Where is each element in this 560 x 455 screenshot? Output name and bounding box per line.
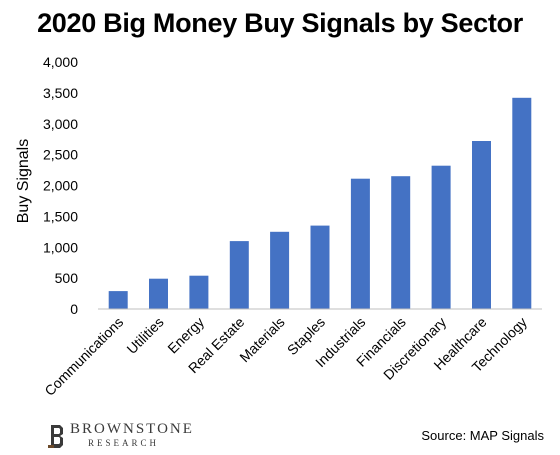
- y-tick-label: 500: [55, 270, 79, 286]
- bar-staples: [310, 225, 330, 309]
- bar-communications: [108, 291, 128, 309]
- logo-mark-icon: [48, 425, 63, 448]
- y-tick-label: 3,500: [43, 85, 78, 101]
- bar-technology: [512, 97, 532, 309]
- bar-discretionary: [431, 165, 451, 309]
- bars: [108, 97, 532, 309]
- x-tick-label: Materials: [236, 314, 287, 365]
- y-tick-label: 4,000: [43, 54, 78, 70]
- bar-energy: [189, 275, 209, 309]
- bar-utilities: [149, 278, 168, 309]
- bar-industrials: [350, 178, 370, 309]
- bar-chart: 05001,0001,5002,0002,5003,0003,5004,000 …: [15, 54, 542, 399]
- y-tick-label: 2,500: [43, 147, 78, 163]
- y-tick-label: 1,000: [43, 239, 78, 255]
- y-tick-label: 2,000: [43, 178, 78, 194]
- bar-financials: [391, 176, 411, 309]
- bar-materials: [270, 231, 290, 309]
- x-tick-label: Utilities: [123, 314, 166, 357]
- x-tick-label: Communications: [41, 314, 126, 399]
- y-axis-label: Buy Signals: [15, 139, 32, 224]
- logo-subtitle: RESEARCH: [88, 438, 160, 448]
- logo-name: BROWNSTONE: [70, 421, 194, 437]
- chart-title: 2020 Big Money Buy Signals by Sector: [37, 8, 523, 38]
- y-tick-label: 3,000: [43, 116, 78, 132]
- y-axis: 0 500 1,000 1,500 2,000 2,500 3,000 3,500 4,000: [43, 54, 78, 317]
- bar-healthcare: [472, 141, 491, 309]
- source-note: Source: MAP Signals: [421, 428, 544, 443]
- brownstone-logo: BROWNSTONE RESEARCH: [48, 421, 218, 451]
- bar-real-estate: [229, 241, 249, 309]
- y-tick-label: 1,500: [43, 208, 78, 224]
- y-tick-label: 0: [70, 301, 78, 317]
